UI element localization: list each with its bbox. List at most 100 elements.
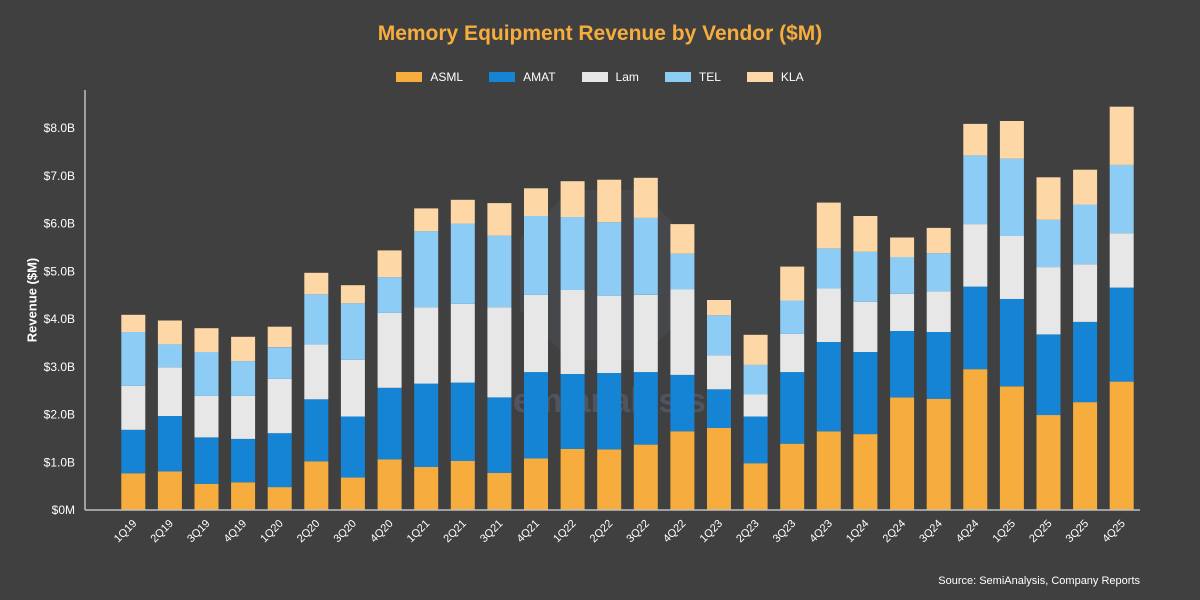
bar-tel-3Q23 [780, 300, 805, 334]
bar-amat-4Q25 [1109, 287, 1134, 382]
bar-kla-3Q20 [340, 285, 365, 304]
y-tick-label: $2.0B [44, 408, 75, 422]
bar-amat-1Q19 [121, 429, 146, 474]
bar-tel-1Q20 [267, 347, 292, 379]
bar-kla-1Q23 [707, 300, 731, 316]
bar-lam-4Q20 [377, 312, 402, 388]
legend-label: AMAT [523, 70, 556, 84]
bar-asml-4Q22 [670, 431, 695, 511]
bar-asml-2Q21 [450, 460, 475, 510]
legend-label: Lam [615, 70, 639, 84]
x-tick-label: 1Q25 [990, 518, 1018, 546]
bar-tel-1Q25 [999, 158, 1024, 236]
bar-tel-4Q23 [816, 248, 841, 289]
bar-lam-3Q19 [194, 395, 219, 438]
bar-asml-2Q19 [157, 471, 182, 510]
bar-tel-3Q22 [633, 217, 658, 295]
bar-kla-1Q19 [121, 314, 146, 332]
bar-kla-2Q22 [597, 179, 622, 223]
x-tick-label: 3Q20 [331, 518, 359, 546]
bar-tel-1Q19 [121, 332, 146, 386]
bar-asml-2Q23 [743, 463, 768, 510]
bar-amat-3Q24 [926, 332, 951, 399]
bar-asml-1Q22 [560, 448, 585, 510]
bar-asml-3Q22 [633, 444, 658, 510]
bar-tel-4Q19 [231, 361, 256, 396]
bar-asml-1Q20 [267, 487, 292, 510]
bar-amat-2Q22 [597, 373, 622, 450]
bar-tel-3Q20 [340, 303, 365, 360]
bar-asml-4Q25 [1109, 381, 1134, 510]
legend-label: TEL [698, 70, 721, 84]
y-tick-label: $7.0B [44, 169, 75, 183]
bar-kla-2Q23 [743, 334, 768, 365]
legend-swatch [489, 72, 516, 82]
bar-tel-4Q20 [377, 277, 402, 313]
bar-lam-4Q22 [670, 289, 695, 375]
legend-label: ASML [430, 70, 464, 84]
y-tick-label: $0M [52, 503, 75, 517]
bars [121, 106, 1134, 511]
bar-amat-1Q21 [414, 383, 439, 467]
bar-asml-3Q23 [780, 443, 805, 510]
bar-asml-3Q19 [194, 483, 219, 511]
bar-asml-1Q24 [853, 434, 878, 510]
bar-lam-1Q23 [707, 355, 731, 390]
bar-tel-4Q25 [1109, 164, 1134, 234]
bar-tel-2Q23 [743, 364, 768, 395]
bar-amat-1Q24 [853, 352, 878, 435]
bar-asml-2Q20 [304, 461, 329, 510]
bar-amat-3Q21 [487, 397, 512, 473]
bar-kla-2Q21 [450, 199, 475, 224]
legend-item-tel: TEL [664, 70, 721, 84]
bar-asml-3Q21 [487, 472, 512, 510]
bar-amat-2Q23 [743, 416, 768, 464]
x-tick-label: 4Q19 [222, 518, 250, 546]
x-tick-label: 2Q22 [588, 518, 616, 546]
bar-lam-1Q21 [414, 307, 439, 384]
bar-lam-3Q24 [926, 291, 951, 332]
bar-amat-2Q20 [304, 399, 329, 462]
bar-lam-2Q24 [890, 293, 915, 331]
x-tick-label: 1Q24 [844, 518, 872, 546]
bar-kla-2Q25 [1036, 177, 1061, 220]
bar-asml-1Q23 [707, 427, 731, 510]
x-tick-label: 3Q21 [478, 518, 506, 546]
x-tick-label: 1Q19 [112, 518, 140, 546]
bar-kla-3Q19 [194, 328, 219, 353]
bar-tel-2Q25 [1036, 219, 1061, 268]
bar-amat-2Q24 [890, 331, 915, 398]
bar-amat-3Q22 [633, 372, 658, 445]
bar-amat-4Q24 [963, 286, 988, 370]
bar-amat-2Q21 [450, 382, 475, 461]
bar-kla-4Q25 [1109, 106, 1134, 165]
x-tick-label: 4Q23 [807, 518, 835, 546]
bar-kla-3Q24 [926, 227, 951, 254]
bar-asml-1Q21 [414, 467, 439, 510]
bar-kla-1Q21 [414, 208, 439, 232]
bar-asml-4Q21 [524, 458, 548, 510]
bar-tel-1Q24 [853, 251, 878, 302]
x-tick-label: 3Q19 [185, 518, 213, 546]
bar-amat-1Q25 [999, 299, 1024, 387]
bar-amat-4Q21 [524, 372, 548, 459]
bar-lam-1Q25 [999, 236, 1024, 299]
bar-tel-3Q25 [1073, 204, 1098, 265]
x-tick-label: 2Q20 [295, 518, 323, 546]
bar-tel-1Q23 [707, 315, 731, 356]
bar-kla-3Q22 [633, 177, 658, 218]
bar-asml-4Q23 [816, 431, 841, 511]
x-tick-label: 1Q21 [405, 518, 433, 546]
bar-tel-2Q20 [304, 294, 329, 345]
legend-swatch [746, 72, 773, 82]
legend-swatch [664, 72, 691, 82]
bar-lam-2Q22 [597, 295, 622, 373]
bar-kla-2Q19 [157, 320, 182, 345]
bar-tel-1Q22 [560, 217, 585, 290]
y-tick-label: $1.0B [44, 455, 75, 469]
bar-lam-4Q25 [1109, 233, 1134, 288]
source-note: Source: SemiAnalysis, Company Reports [938, 575, 1140, 587]
bar-tel-3Q21 [487, 235, 512, 308]
bar-amat-1Q20 [267, 433, 292, 488]
